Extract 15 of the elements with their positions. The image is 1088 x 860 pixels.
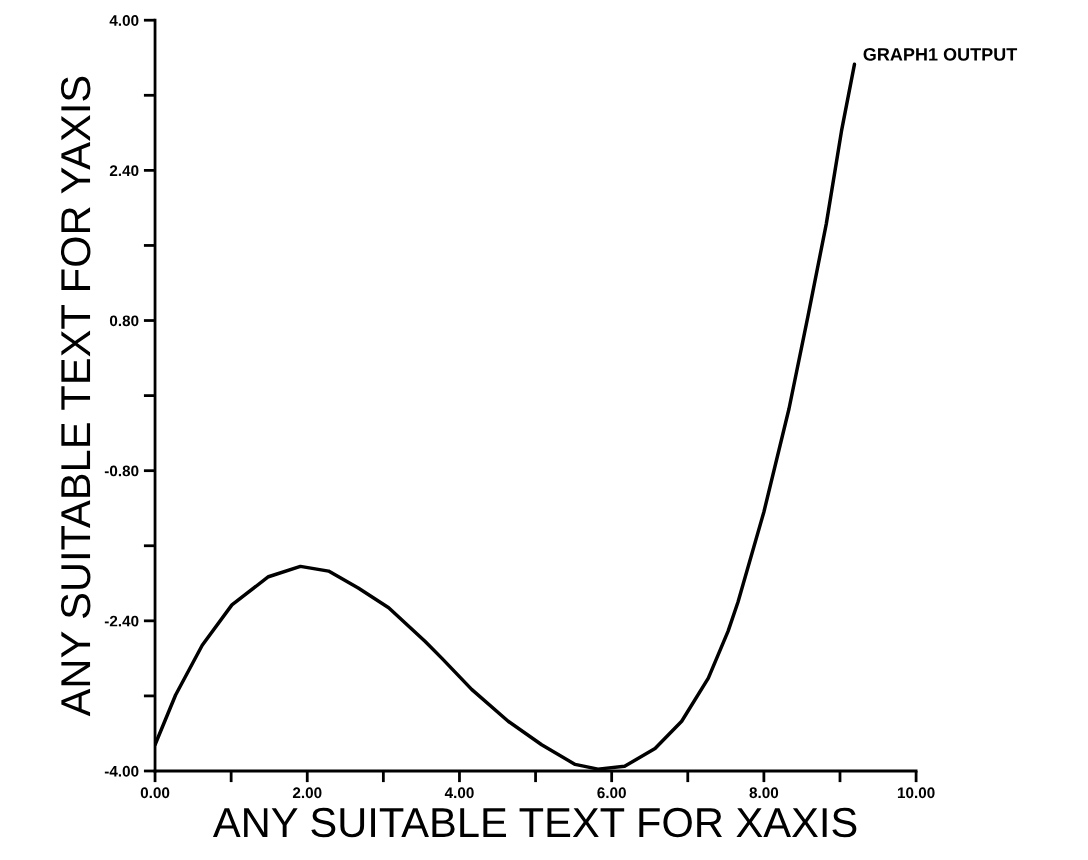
x-tick-label: 0.00 — [140, 787, 170, 799]
x-tick-label: 4.00 — [444, 787, 474, 799]
x-tick-label: 10.00 — [897, 787, 935, 799]
y-tick-label: 4.00 — [109, 15, 139, 26]
y-tick-label: -2.40 — [104, 615, 139, 627]
y-tick-label: 2.40 — [109, 165, 139, 177]
x-tick-label: 8.00 — [749, 787, 779, 799]
x-tick-label: 6.00 — [597, 787, 626, 799]
x-tick-label: 2.00 — [292, 787, 322, 799]
x-axis-title: ANY SUITABLE TEXT FOR XAXIS — [212, 807, 857, 838]
y-tick-label: 0.80 — [109, 315, 139, 327]
annotation: GRAPH1 OUTPUT — [863, 47, 1018, 61]
y-tick-label: -0.80 — [104, 465, 139, 477]
y-tick-label: -4.00 — [104, 765, 139, 777]
y-axis-title: ANY SUITABLE TEXT FOR YAXIS — [60, 76, 91, 717]
